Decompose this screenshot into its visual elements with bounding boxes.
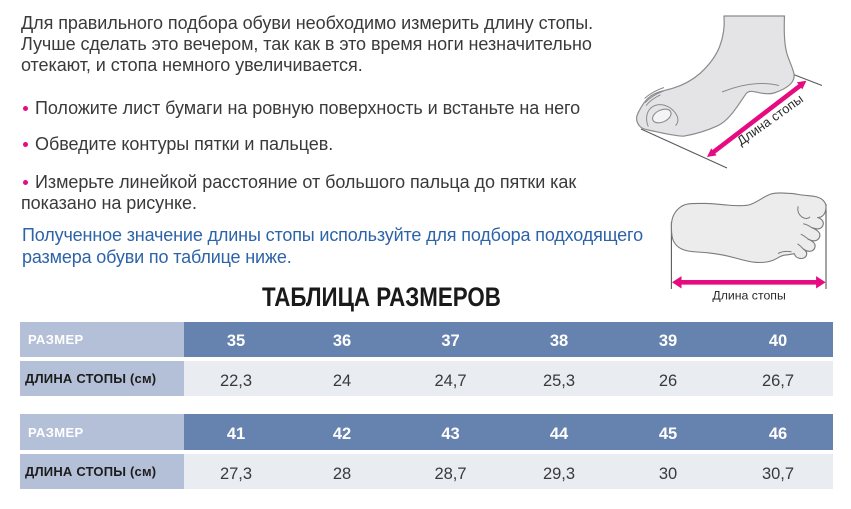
svg-text:Длина стопы: Длина стопы bbox=[734, 91, 806, 148]
svg-text:Длина стопы: Длина стопы bbox=[712, 289, 785, 303]
